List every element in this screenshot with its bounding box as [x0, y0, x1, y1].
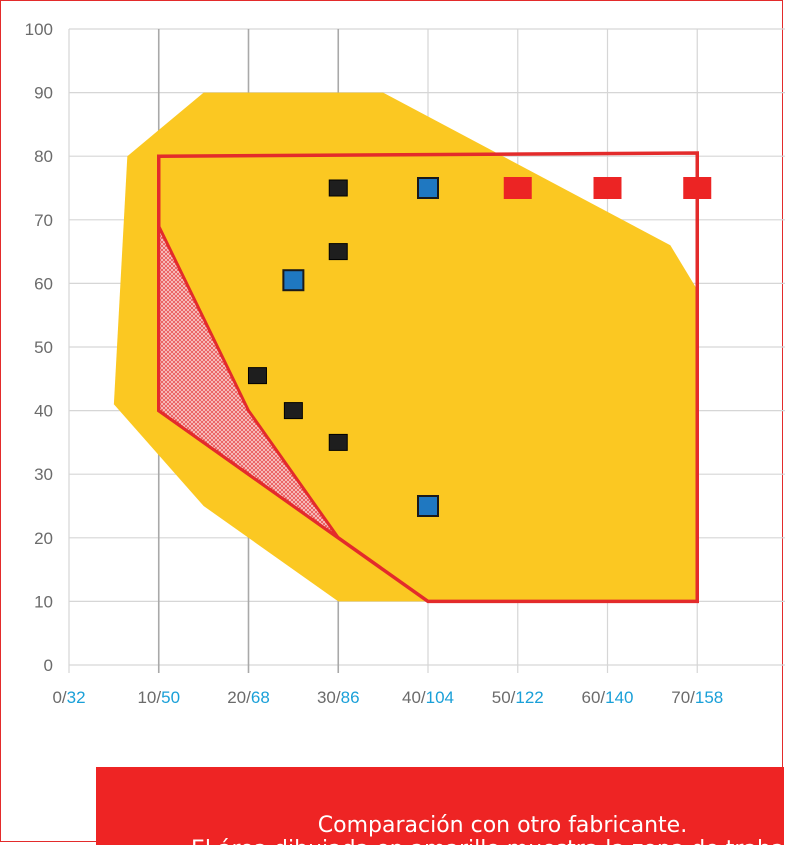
- y-tick-label: 60: [34, 274, 53, 293]
- x-tick-primary: 0/: [52, 688, 66, 707]
- x-tick-secondary: 68: [251, 688, 270, 707]
- x-tick-primary: 40/: [402, 688, 426, 707]
- marker-black-square: [328, 179, 348, 197]
- y-tick-label: 30: [34, 465, 53, 484]
- y-tick-label: 40: [34, 402, 53, 421]
- caption-line-2: El área dibujada en amarillo muestra la …: [191, 837, 784, 845]
- marker-red-square: [683, 177, 712, 199]
- x-tick-primary: 60/: [581, 688, 605, 707]
- y-tick-label: 100: [25, 20, 53, 39]
- y-tick-label: 50: [34, 338, 53, 357]
- x-tick-secondary: 32: [67, 688, 86, 707]
- x-tick-label: 50/122: [492, 688, 544, 707]
- scatter-chart: 0 10 20 30 40 50 60 70 80 90 100 0/32 10/50 20/68 30/…: [25, 20, 785, 707]
- regions: [113, 92, 699, 604]
- marker-red-square: [503, 177, 532, 199]
- x-tick-primary: 50/: [492, 688, 516, 707]
- x-tick-secondary: 140: [605, 688, 633, 707]
- x-tick-label: 70/158: [671, 688, 723, 707]
- x-tick-label: 30/86: [317, 688, 360, 707]
- y-tick-label: 0: [44, 656, 53, 675]
- x-tick-secondary: 86: [341, 688, 360, 707]
- y-tick-label: 90: [34, 84, 53, 103]
- x-tick-label: 60/140: [581, 688, 633, 707]
- x-tick-secondary: 50: [161, 688, 180, 707]
- x-tick-secondary: 122: [515, 688, 543, 707]
- marker-blue-square: [417, 495, 439, 517]
- x-tick-primary: 70/: [671, 688, 695, 707]
- x-tick-primary: 20/: [227, 688, 251, 707]
- marker-blue-square: [282, 269, 305, 292]
- y-axis-ticks: 0 10 20 30 40 50 60 70 80 90 100: [25, 20, 53, 675]
- x-tick-label: 20/68: [227, 688, 270, 707]
- markers: [247, 177, 712, 517]
- caption-line-1: Comparación con otro fabricante.: [317, 813, 688, 838]
- x-tick-label: 40/104: [402, 688, 454, 707]
- x-tick-primary: 30/: [317, 688, 341, 707]
- y-tick-label: 80: [34, 147, 53, 166]
- x-tick-secondary: 158: [695, 688, 723, 707]
- y-tick-label: 70: [34, 211, 53, 230]
- marker-black-square: [328, 243, 348, 261]
- marker-red-square: [593, 177, 622, 199]
- x-tick-primary: 10/: [137, 688, 161, 707]
- marker-blue-square: [417, 177, 439, 199]
- x-tick-label: 10/50: [137, 688, 180, 707]
- y-tick-label: 10: [34, 592, 53, 611]
- hatched-area: [157, 224, 340, 540]
- caption-box: Comparación con otro fabricante. El área…: [96, 767, 784, 845]
- x-tick-label: 0/32: [52, 688, 85, 707]
- marker-black-square: [247, 367, 267, 385]
- x-axis-ticks: 0/32 10/50 20/68 30/86 40/104 50/122 60/140 70/…: [52, 688, 723, 707]
- marker-black-square: [283, 402, 303, 420]
- marker-black-square: [328, 433, 348, 451]
- y-tick-label: 20: [34, 529, 53, 548]
- x-tick-secondary: 104: [426, 688, 454, 707]
